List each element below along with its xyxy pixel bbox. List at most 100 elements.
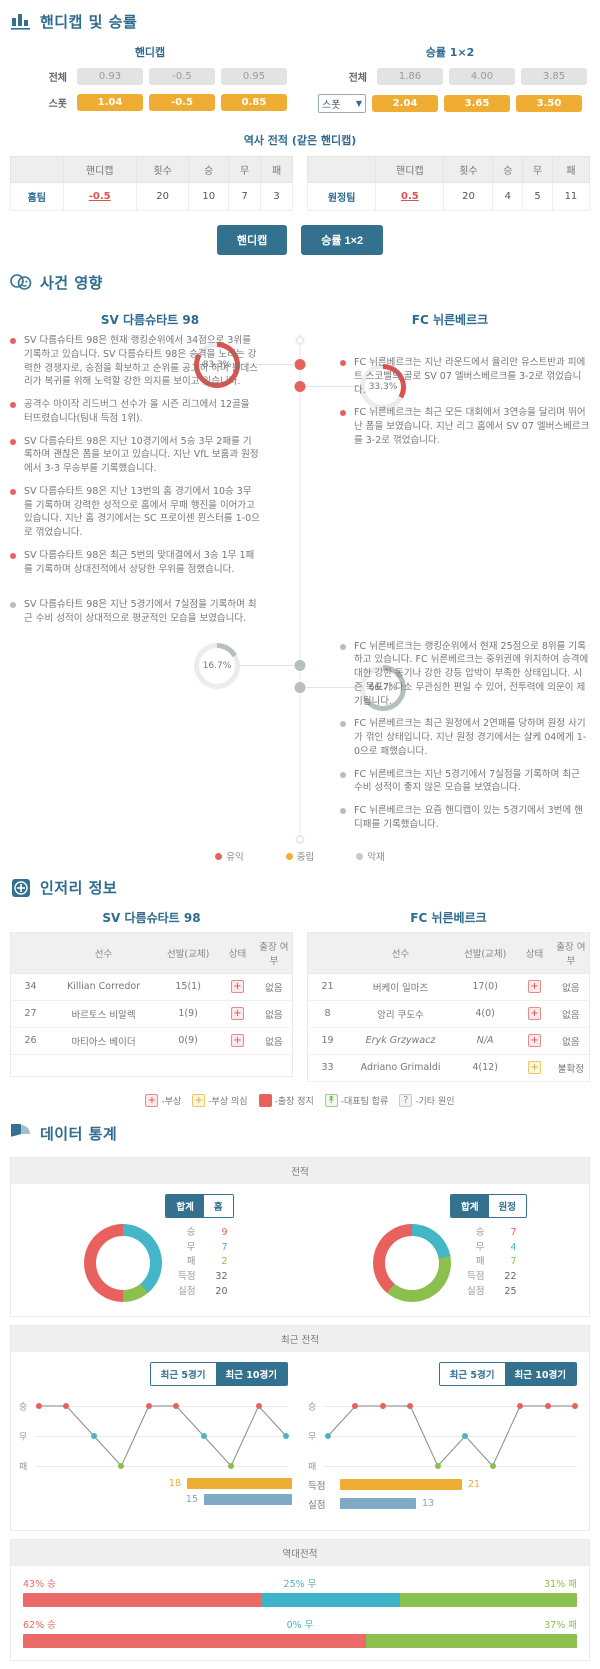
form-point-win (255, 1402, 262, 1409)
impact-away-positive-list: FC 뉘른베르크는 지난 라운드에서 율리안 유스트반과 피에트 스코벨의 골로… (340, 356, 590, 448)
legend-item-suspended: -출장 정지 (258, 1093, 314, 1107)
player-number: 26 (10, 1027, 50, 1055)
table-row: 33 Adriano Grimaldi 4(12) + 불확정 (307, 1054, 590, 1082)
table-row-empty (11, 1054, 293, 1076)
kv-key: 패 (186, 1256, 196, 1268)
injury-doubt-icon: + (527, 1061, 541, 1075)
odds-cell[interactable]: -0.5 (149, 94, 215, 111)
injury-icon: + (230, 1007, 244, 1021)
status-badge: + (219, 973, 256, 1001)
toggle-last10[interactable]: 최근 10경기 (215, 1362, 287, 1385)
legend-item-positive: 유익 (215, 849, 244, 863)
col-draw: 무 (228, 156, 262, 183)
toggle-last5[interactable]: 최근 5경기 (439, 1362, 505, 1385)
impact-section-title: 사건 영향 (0, 261, 600, 297)
odds-cell[interactable]: 1.04 (77, 94, 143, 111)
h2h-draw-label: 0% 무 (286, 1619, 314, 1631)
form-charts-row: 승 무 패 18 15 (11, 1386, 589, 1516)
stats-section-title: 데이터 통계 (0, 1113, 600, 1149)
player-number: 33 (307, 1054, 347, 1082)
player-name[interactable]: 버케이 일마즈 (346, 973, 455, 1001)
col-handicap: 핸디캡 (375, 156, 445, 183)
legend-item-national: ↟ -대표팀 합류 (324, 1093, 388, 1107)
row-handicap[interactable]: 0.5 (375, 182, 445, 211)
row-handicap[interactable]: -0.5 (62, 182, 137, 211)
odds-cell: 3.85 (521, 68, 587, 85)
toggle-total[interactable]: 합계 (166, 1194, 204, 1217)
status-badge: + (219, 1027, 256, 1055)
toggle-home[interactable]: 홈 (203, 1194, 233, 1217)
row-win: 4 (492, 182, 524, 211)
odds-cell[interactable]: 3.50 (516, 95, 582, 112)
form-away-toggle-wrap: 최근 5경기 최근 10경기 (300, 1361, 589, 1386)
impact-columns: 83.3% 33.3% 16.7% 66.7% SV 다름슈타트 98은 현재 … (0, 334, 600, 844)
y-label-draw: 무 (19, 1432, 28, 1443)
handicap-section-title: 핸디캡 및 승률 (0, 0, 600, 36)
list-item: FC 뉘른베르크는 요즘 핸디캡이 있는 5경기에서 3번에 핸디패를 기록했습… (340, 804, 590, 832)
gridline (324, 1465, 577, 1467)
record-home-toggle[interactable]: 합계 홈 (165, 1193, 234, 1218)
h2h-draw-segment (261, 1592, 400, 1607)
form-point-draw (462, 1432, 469, 1439)
legend-label: 악재 (367, 851, 385, 863)
connector-line (306, 687, 361, 688)
h2h-loss-label: 37% 패 (544, 1619, 577, 1631)
player-name[interactable]: Eryk Grzywacz (346, 1027, 455, 1055)
col-status: 상태 (516, 932, 553, 974)
impact-away-team: FC 뉘른베르크 (411, 313, 489, 327)
kv-value: 32 (215, 1271, 228, 1283)
player-name[interactable]: 바르토스 비알렉 (49, 1000, 158, 1028)
table-row: 26 마티아스 베이더 0(9) + 없음 (10, 1027, 293, 1055)
injury-area: SV 다름슈타트 98 선수 선발(교체) 상태 출장 여부 34 Killia… (0, 903, 600, 1082)
col-apps: 선발(교체) (157, 932, 220, 974)
status-badge: + (516, 1027, 553, 1055)
section-label: 데이터 통계 (40, 1125, 118, 1144)
player-name[interactable]: 앙리 쿠도수 (346, 1000, 455, 1028)
odds-cell: 0.95 (221, 68, 287, 85)
kv-row: 득점 22 (461, 1270, 516, 1285)
timeline-dot-negative-away (294, 682, 306, 693)
recent-form-panel-body: 최근 5경기 최근 10경기 최근 5경기 최근 10경기 승 무 (11, 1352, 589, 1530)
injury-away-team: FC 뉘른베르크 (410, 910, 487, 925)
injury-icon: + (230, 980, 244, 994)
player-name[interactable]: Killian Corredor (49, 973, 158, 1001)
odds-buttons: 핸디캡 승률 1×2 (0, 225, 600, 255)
record-panel: 전적 합계 홈 합계 원정 (10, 1156, 590, 1317)
toggle-total[interactable]: 합계 (451, 1194, 489, 1217)
injury-icon: + (145, 1093, 159, 1107)
col-win: 승 (188, 156, 230, 183)
odds-cell[interactable]: 3.65 (444, 95, 510, 112)
goals-against-bar (204, 1493, 292, 1505)
toggle-last5[interactable]: 최근 5경기 (150, 1362, 216, 1385)
toggle-last10[interactable]: 최근 10경기 (504, 1362, 576, 1385)
bookmaker-select[interactable]: 스폿 ▼ (318, 94, 366, 113)
connector-line (306, 386, 361, 387)
form-point-win (173, 1402, 180, 1409)
winrate-button[interactable]: 승률 1×2 (301, 225, 384, 255)
odds-cell[interactable]: 2.04 (372, 95, 438, 112)
form-home-toggle[interactable]: 최근 5경기 최근 10경기 (149, 1361, 288, 1386)
player-name[interactable]: 마티아스 베이더 (49, 1027, 158, 1055)
gridline (35, 1465, 288, 1467)
legend-label: -부상 의심 (208, 1096, 248, 1107)
odds-cell[interactable]: 0.85 (221, 94, 287, 111)
toggle-away[interactable]: 원정 (488, 1194, 526, 1217)
row-draw: 7 (228, 182, 262, 211)
form-point-win (517, 1402, 524, 1409)
injury-table-away: 선수 선발(교체) 상태 출장 여부 21 버케이 일마즈 17(0) + 없음… (307, 931, 590, 1082)
bookmaker-select-value: 스폿 (322, 100, 341, 111)
y-label-loss: 패 (308, 1462, 317, 1473)
col-apps: 선발(교체) (454, 932, 517, 974)
table-row: 34 Killian Corredor 15(1) + 없음 (10, 973, 293, 1001)
odds-cell: 1.86 (377, 68, 443, 85)
goals-against-value: 15 (185, 1493, 198, 1505)
impact-team-names: SV 다름슈타트 98 FC 뉘른베르크 (0, 303, 600, 334)
h2h-draw-label: 25% 무 (283, 1578, 317, 1590)
player-name[interactable]: Adriano Grimaldi (346, 1054, 455, 1082)
record-away-toggle[interactable]: 합계 원정 (450, 1193, 527, 1218)
form-away-toggle[interactable]: 최근 5경기 최근 10경기 (438, 1361, 577, 1386)
handicap-button[interactable]: 핸디캡 (216, 225, 288, 255)
goals-for-value: 21 (468, 1479, 481, 1491)
legend-label: -부상 (161, 1096, 182, 1107)
winrate-odds-row-all: 전체 1.86 4.00 3.85 (300, 68, 600, 85)
